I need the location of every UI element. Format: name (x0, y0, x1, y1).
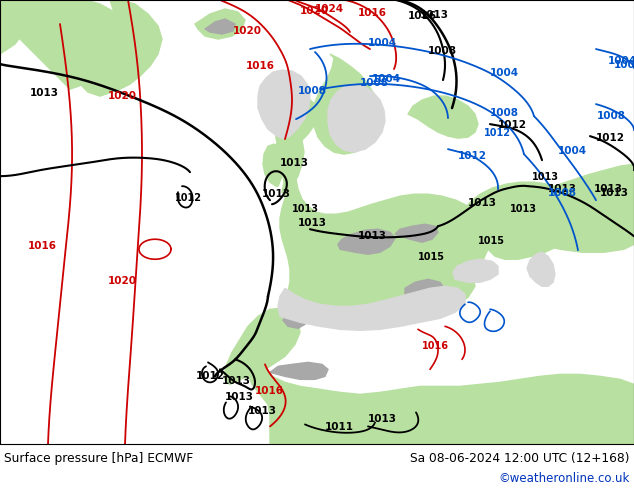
Text: 1024: 1024 (315, 4, 344, 14)
Polygon shape (395, 224, 438, 242)
Polygon shape (276, 126, 304, 194)
Text: 1016: 1016 (246, 61, 275, 71)
Text: 1012: 1012 (196, 371, 225, 381)
Text: 1016: 1016 (255, 387, 284, 396)
Polygon shape (338, 229, 395, 254)
Polygon shape (248, 354, 634, 444)
Polygon shape (328, 84, 385, 152)
Text: 1013: 1013 (468, 198, 497, 208)
Text: 1013: 1013 (262, 189, 291, 199)
Text: 1004: 1004 (368, 38, 397, 48)
Text: 1015: 1015 (418, 252, 445, 262)
Text: 1004: 1004 (372, 74, 401, 84)
Text: 1016: 1016 (358, 8, 387, 18)
Text: 1013: 1013 (510, 204, 537, 214)
Text: 1013: 1013 (420, 10, 449, 20)
Text: 1013: 1013 (248, 406, 277, 416)
Polygon shape (278, 286, 465, 330)
Text: 1013: 1013 (298, 218, 327, 228)
Text: 1004: 1004 (558, 146, 587, 156)
Text: 1008: 1008 (360, 78, 389, 88)
Text: Sa 08-06-2024 12:00 UTC (12+168): Sa 08-06-2024 12:00 UTC (12+168) (410, 452, 630, 466)
Polygon shape (460, 182, 578, 259)
Polygon shape (339, 289, 358, 306)
Text: 1008: 1008 (428, 46, 457, 56)
Polygon shape (0, 0, 120, 89)
Text: 1008: 1008 (548, 188, 577, 198)
Polygon shape (270, 362, 328, 379)
Polygon shape (405, 279, 445, 300)
Text: 1013: 1013 (225, 392, 254, 402)
Polygon shape (408, 96, 478, 138)
Polygon shape (305, 250, 314, 270)
Text: 1013: 1013 (548, 184, 577, 194)
Text: 1013: 1013 (280, 158, 309, 168)
Polygon shape (224, 308, 300, 384)
Text: 1020: 1020 (300, 6, 329, 16)
Text: 1013: 1013 (292, 204, 319, 214)
Text: 1012: 1012 (458, 151, 487, 161)
Polygon shape (277, 86, 298, 126)
Polygon shape (275, 90, 490, 314)
Text: 1013: 1013 (30, 88, 59, 98)
Polygon shape (512, 164, 634, 252)
Text: 1008: 1008 (597, 111, 626, 121)
Polygon shape (205, 19, 235, 34)
Polygon shape (95, 0, 162, 92)
Text: 1004: 1004 (608, 56, 634, 66)
Polygon shape (0, 0, 70, 54)
Polygon shape (283, 312, 305, 328)
Text: 1013: 1013 (368, 415, 397, 424)
Polygon shape (263, 144, 285, 186)
Text: 1013: 1013 (594, 184, 623, 194)
Text: 1012: 1012 (498, 120, 527, 130)
Text: 1012: 1012 (175, 193, 202, 203)
Polygon shape (195, 9, 245, 39)
Text: 1016: 1016 (28, 241, 57, 251)
Text: 1008: 1008 (490, 108, 519, 118)
Text: 1013: 1013 (222, 376, 251, 387)
Text: 1004: 1004 (614, 60, 634, 70)
Text: ©weatheronline.co.uk: ©weatheronline.co.uk (498, 472, 630, 485)
Polygon shape (378, 262, 475, 317)
Polygon shape (527, 252, 555, 286)
Text: 1012: 1012 (484, 128, 511, 138)
Text: 1015: 1015 (478, 236, 505, 246)
Polygon shape (453, 259, 498, 282)
Text: 1016: 1016 (422, 342, 449, 351)
Polygon shape (258, 70, 310, 139)
Text: 1016: 1016 (408, 11, 437, 21)
Polygon shape (278, 98, 318, 154)
Text: 1020: 1020 (108, 91, 137, 101)
Text: 1020: 1020 (108, 276, 137, 286)
Text: 1012: 1012 (596, 133, 625, 143)
Polygon shape (58, 0, 140, 96)
Text: 1008: 1008 (298, 86, 327, 96)
Polygon shape (313, 54, 380, 154)
Text: 1013: 1013 (358, 231, 387, 241)
Polygon shape (311, 266, 322, 289)
Text: 1013: 1013 (600, 188, 629, 198)
Text: 1020: 1020 (233, 26, 262, 36)
Text: 1013: 1013 (532, 172, 559, 182)
Text: Surface pressure [hPa] ECMWF: Surface pressure [hPa] ECMWF (4, 452, 193, 466)
Text: 1004: 1004 (490, 68, 519, 78)
Text: 1011: 1011 (325, 422, 354, 432)
